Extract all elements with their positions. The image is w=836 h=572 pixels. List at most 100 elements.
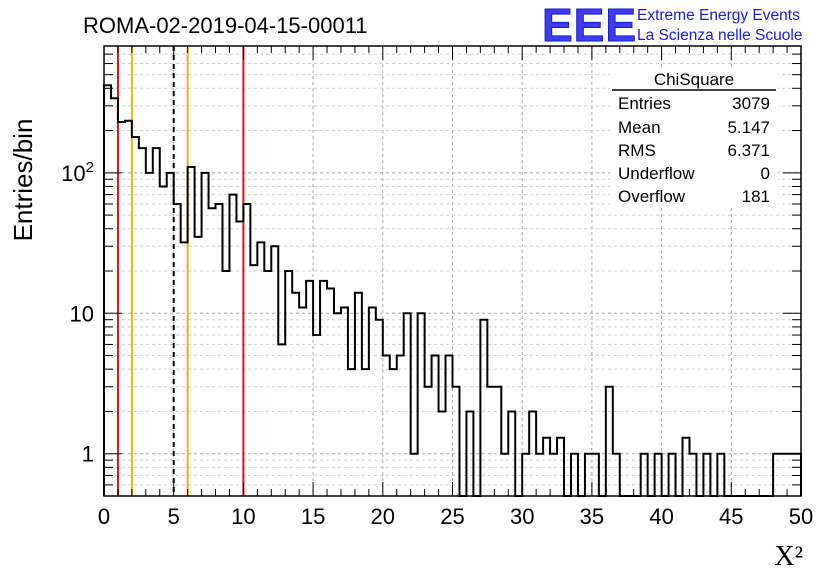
chart-title: ROMA-02-2019-04-15-00011: [83, 13, 368, 38]
histogram-bin: [139, 148, 146, 496]
eee-logo: EEE Extreme Energy Events La Scienza nel…: [542, 0, 803, 52]
histogram-bin: [125, 121, 132, 496]
stats-value-rms: 6.371: [727, 141, 770, 160]
histogram-bin: [132, 137, 139, 496]
histogram-bin: [550, 454, 557, 496]
histogram-bin: [202, 173, 209, 496]
histogram-bin: [181, 242, 188, 496]
histogram-bin: [341, 307, 348, 496]
histogram-bin: [278, 344, 285, 496]
histogram-bin: [195, 237, 202, 496]
x-tick-label: 35: [580, 504, 604, 529]
histogram-bin: [655, 454, 662, 496]
histogram-bin: [425, 387, 432, 496]
histogram-bin: [543, 438, 550, 496]
histogram-bin: [780, 454, 787, 496]
x-tick-label: 45: [719, 504, 743, 529]
histogram-bin: [285, 271, 292, 496]
histogram-bin: [501, 454, 508, 496]
histogram-bin: [613, 454, 620, 496]
histogram-bin: [383, 356, 390, 496]
histogram-bin: [536, 454, 543, 496]
x-tick-label: 20: [371, 504, 395, 529]
histogram-bin: [432, 356, 439, 496]
x-tick-label: 10: [231, 504, 255, 529]
histogram-bin: [390, 369, 397, 496]
histogram-bin: [606, 387, 613, 496]
histogram-bin: [446, 356, 453, 496]
histogram-bin: [508, 411, 515, 496]
histogram-bin: [397, 356, 404, 496]
stats-value-entries: 3079: [732, 94, 770, 113]
histogram-bin: [683, 438, 690, 496]
histogram-bin: [292, 293, 299, 496]
x-tick-label: 0: [98, 504, 110, 529]
histogram-bin: [118, 122, 125, 496]
y-tick-label: 10: [70, 301, 94, 326]
y-tick-label-exponent: 2: [86, 159, 94, 176]
stats-label-overflow: Overflow: [618, 187, 686, 206]
histogram-bin: [209, 208, 216, 496]
histogram-bin: [418, 313, 425, 496]
histogram-bin: [327, 289, 334, 496]
histogram-bin: [529, 411, 536, 496]
histogram-bin: [104, 85, 111, 496]
histogram-bin: [641, 454, 648, 496]
histogram: [103, 84, 802, 497]
stats-value-mean: 5.147: [727, 118, 770, 137]
eee-logo-line1: Extreme Energy Events: [637, 7, 800, 24]
histogram-bin: [522, 454, 529, 496]
histogram-bin: [717, 454, 724, 496]
eee-logo-mark: EEE: [542, 0, 637, 51]
y-axis-label: Entries/bin: [8, 119, 38, 242]
x-tick-label: 30: [510, 504, 534, 529]
histogram-bin: [250, 265, 257, 496]
histogram-bin: [299, 307, 306, 496]
histogram-bin: [348, 369, 355, 496]
histogram-bin: [439, 411, 446, 496]
histogram-bin: [264, 271, 271, 496]
stats-box-background: [610, 68, 778, 208]
histogram-bin: [362, 369, 369, 496]
stats-label-rms: RMS: [618, 141, 656, 160]
histogram-bin: [167, 173, 174, 496]
stats-value-overflow: 181: [742, 187, 770, 206]
histogram-outline: [103, 84, 802, 497]
histogram-bin: [703, 454, 710, 496]
histogram-bin: [229, 195, 236, 496]
histogram-bin: [313, 335, 320, 496]
histogram-bin: [236, 222, 243, 496]
histogram-bin: [320, 281, 327, 496]
histogram-bin: [146, 173, 153, 496]
x-tick-label: 5: [168, 504, 180, 529]
histogram-bin: [571, 454, 578, 496]
x-tick-label: 25: [440, 504, 464, 529]
histogram-bin: [334, 313, 341, 496]
histogram-bin: [404, 313, 411, 496]
histogram-bin: [243, 204, 250, 496]
x-tick-label: 50: [789, 504, 813, 529]
x-axis-label: X²: [774, 541, 803, 572]
stats-box: ChiSquare Entries 3079 Mean 5.147 RMS 6.…: [610, 68, 778, 208]
histogram-bin: [369, 307, 376, 496]
x-tick-label: 15: [301, 504, 325, 529]
y-tick-label: 1: [82, 442, 94, 467]
histogram-bin: [453, 387, 460, 496]
histogram-bin: [306, 281, 313, 496]
histogram-bin: [222, 271, 229, 496]
histogram-bin: [669, 454, 676, 496]
histogram-bin: [188, 167, 195, 496]
histogram-bin: [376, 320, 383, 496]
stats-title: ChiSquare: [654, 70, 734, 89]
histogram-bin: [773, 454, 780, 496]
histogram-bin: [174, 204, 181, 496]
histogram-bin: [592, 454, 599, 496]
histogram-bin: [216, 204, 223, 496]
histogram-bin: [160, 186, 167, 496]
stats-value-underflow: 0: [761, 164, 770, 183]
histogram-bin: [411, 454, 418, 496]
histogram-bin: [153, 148, 160, 496]
x-tick-label: 40: [649, 504, 673, 529]
eee-logo-line2: La Scienza nelle Scuole: [637, 27, 802, 44]
